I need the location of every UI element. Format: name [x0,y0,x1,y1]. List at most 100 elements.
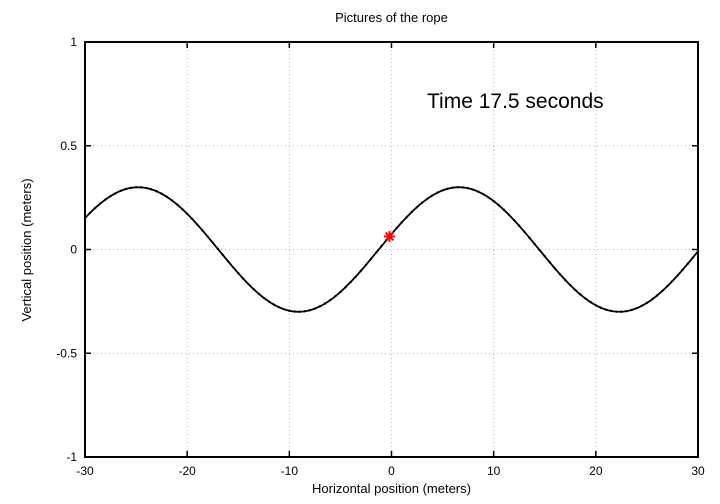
rope-curve [84,186,699,313]
rope-curve-point [620,310,623,313]
rope-curve-point [129,186,133,190]
rope-curve-point [563,278,567,282]
rope-curve-point [502,208,506,212]
rope-curve-point [625,309,628,313]
rope-curve-point [119,189,122,193]
rope-curve-point [288,309,291,312]
rope-curve-point [109,194,112,198]
rope-curve-point [461,186,465,189]
rope-curve-point [599,306,603,309]
rope-curve-point [548,261,552,264]
rope-curve-point [139,186,143,189]
rope-curve-point [640,304,644,308]
rope-curve-point [369,257,373,261]
rope-curve-point [604,308,608,311]
x-tick-label: -20 [178,464,196,478]
rope-curve-point [83,216,87,220]
marker-arm [384,231,395,242]
rope-curve-point [691,256,695,259]
y-tick-label: 0.5 [60,139,77,153]
rope-curve-point [451,186,454,189]
rope-curve-point [482,193,485,196]
rope-curve-point [226,260,230,263]
rope-curve-point [507,213,511,217]
rope-curve-point [329,298,332,302]
rope-curve-point [354,275,357,278]
rope-curve-point [374,251,378,254]
rope-curve-point [359,269,363,273]
rope-curve-point [221,253,225,257]
rope-curve-point [661,289,664,293]
rope-curve-point [191,217,194,221]
y-tick-label: -0.5 [56,346,77,360]
rope-curve-point [671,279,674,283]
rope-curve-point [579,293,582,296]
rope-curve-point [160,192,163,195]
rope-curve-point [635,306,638,310]
y-tick-label: 1 [70,35,77,49]
rope-curve-point [589,301,592,304]
rope-curve-point [420,201,424,204]
x-tick-label: 20 [589,464,603,478]
rope-curve-point [594,304,598,307]
y-axis-label: Vertical position (meters) [19,178,34,322]
rope-curve-point [630,308,633,312]
rope-curve-point [528,236,531,239]
rope-curve-point [645,301,649,305]
rope-curve-point [134,186,138,189]
rope-curve-point [574,288,577,292]
rope-curve-point [533,242,536,246]
rope-curve-point [155,190,158,193]
rope-curve-point [558,273,562,276]
rope-curve-point [344,285,347,289]
rope-curve-point [262,296,265,300]
x-tick-label: -30 [76,464,94,478]
rope-curve-point [180,207,184,211]
rope-curve-point [94,206,97,210]
rope-curve-point [405,215,409,219]
rope-curve-point [410,210,414,214]
rope-curve-point [339,290,342,294]
x-tick-label: 30 [691,464,705,478]
rope-curve-point [492,199,495,203]
rope-curve-point [124,187,128,191]
rope-curve-point [252,287,255,291]
rope-curve-point [497,204,500,207]
rope-curve-point [267,300,271,303]
plot-border [84,41,699,458]
x-tick-label: -10 [281,464,299,478]
rope-curve-point [313,307,317,310]
rope-curve-point [247,282,250,286]
rope-curve-point [231,266,235,269]
rope-curve-point [676,274,679,277]
x-tick-label: 10 [487,464,501,478]
rope-curve-point [242,277,245,281]
rope-curve-point [237,271,240,275]
rope-curve-point [426,197,429,201]
rope-curve-point [349,280,352,284]
rope-curve-point [185,212,189,216]
rope-curve-point [487,196,490,199]
rope-curve-point [272,303,276,306]
rope-curve-point [298,310,301,313]
rope-curve-point [334,295,337,298]
rope-curve-point [400,221,403,224]
rope-curve-point [666,284,669,288]
rope-curve-point [431,194,434,197]
rope-curve-point [303,310,306,313]
rope-curve-point [686,262,689,265]
rope-curve-point [477,190,480,193]
rope-curve-point [415,205,419,209]
rope-curve-point [543,255,546,258]
rope-curve-point [466,187,470,190]
x-axis-label: Horizontal position (meters) [312,481,471,496]
rope-curve-point [553,267,557,270]
rope-curve-point [436,191,439,194]
rope-curve-point [257,292,260,295]
y-tick-label: -1 [66,450,77,464]
rope-curve-point [318,305,322,308]
rope-curve-point [441,189,444,192]
rope-curve-point [696,250,700,253]
rope-curve-point [206,235,209,238]
